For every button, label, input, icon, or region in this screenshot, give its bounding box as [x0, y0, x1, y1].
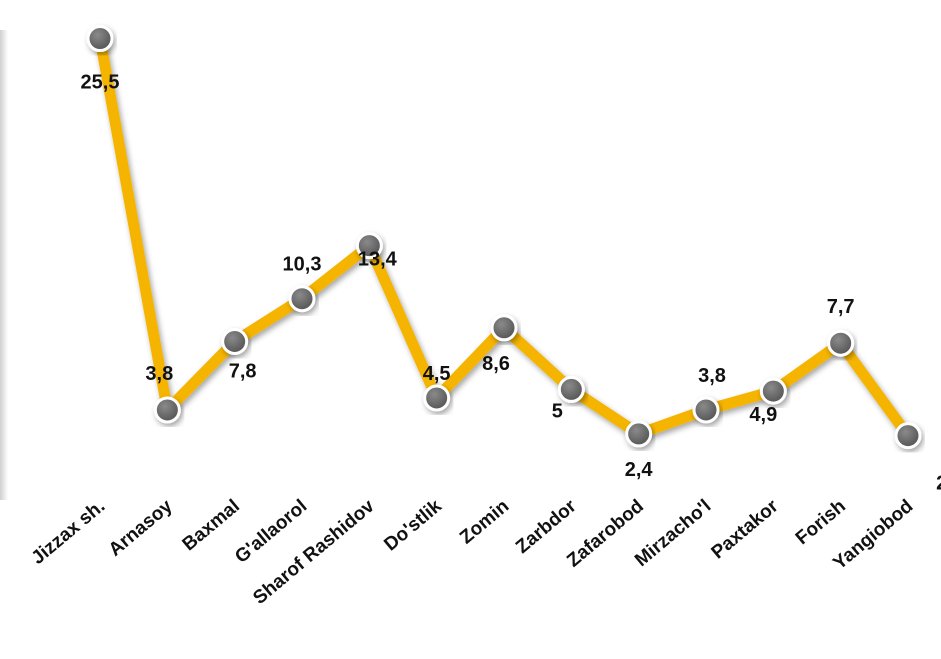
value-label-3: 10,3: [283, 254, 322, 276]
value-label-11: 7,7: [827, 296, 855, 318]
value-label-4: 13,4: [358, 249, 398, 271]
value-label-9: 3,8: [698, 365, 726, 387]
data-point-9: [692, 396, 720, 424]
x-tick-label-1: Arnasoy: [105, 495, 177, 560]
data-point-8: [625, 420, 653, 448]
data-point-1: [153, 396, 181, 424]
x-tick-labels: Jizzax sh.Arnasoy BaxmalG'allaorolSharof …: [28, 495, 917, 609]
left-edge-shadow: [0, 30, 8, 500]
data-point-4: [355, 232, 383, 260]
x-tick-label-10: Paxtakor: [708, 495, 783, 563]
markers: [86, 25, 922, 450]
data-point-7: [557, 375, 585, 403]
x-tick-label-2: Baxmal: [179, 496, 244, 556]
data-point-11: [827, 329, 855, 357]
data-point-2: [221, 328, 249, 355]
value-labels: 25,5 3,8 7,8 10,3 13,4 4,5 8,6 5 2,4 3,8 4,9 7,7 2,3: [81, 72, 941, 495]
x-tick-label-0: Jizzax sh.: [28, 496, 109, 569]
series-polyline: [94, 33, 914, 442]
value-label-0: 25,5: [81, 72, 120, 94]
value-label-8: 2,4: [625, 459, 654, 481]
x-tick-label-11: Forish: [792, 496, 850, 549]
value-label-12: 2,3: [936, 473, 941, 495]
data-point-10: [759, 377, 787, 405]
x-tick-label-4: Sharof Rashidov: [249, 495, 378, 608]
x-tick-label-5: Do'stlik: [380, 495, 446, 555]
data-point-6: [490, 314, 518, 342]
series-line: [94, 33, 914, 442]
value-label-6: 8,6: [482, 353, 510, 375]
x-tick-label-6: Zomin: [456, 496, 513, 549]
value-label-10: 4,9: [749, 404, 777, 426]
data-point-12: [894, 422, 922, 450]
data-point-5: [423, 384, 451, 412]
value-label-5: 4,5: [423, 363, 451, 385]
data-point-3: [288, 285, 316, 313]
value-label-2: 7,8: [229, 361, 257, 383]
data-point-0: [86, 25, 114, 53]
value-label-1: 3,8: [145, 363, 173, 385]
value-label-7: 5: [552, 400, 563, 422]
